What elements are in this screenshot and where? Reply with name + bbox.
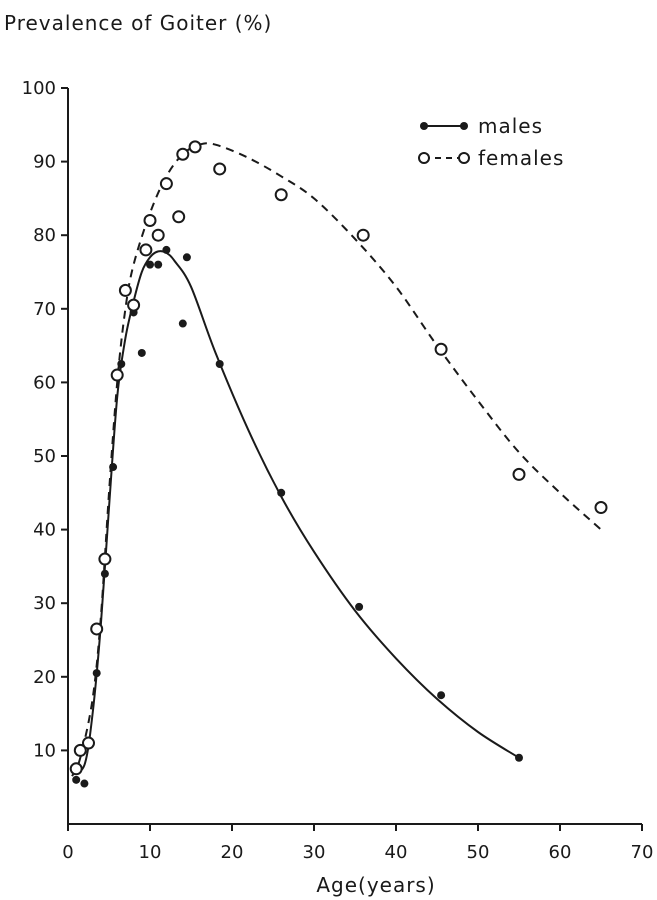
females-point — [356, 228, 370, 242]
x-tick-label: 60 — [549, 842, 572, 863]
y-tick-label: 20 — [33, 667, 56, 688]
females-point — [110, 368, 124, 382]
legend-females-marker — [458, 152, 470, 164]
females-point — [98, 552, 112, 566]
females-point — [172, 210, 186, 224]
males-point — [100, 569, 109, 578]
males-point — [80, 779, 89, 788]
females-point — [159, 177, 173, 191]
females-point — [139, 243, 153, 257]
x-axis-title: Age(years) — [316, 873, 435, 897]
y-tick-label: 40 — [33, 520, 56, 541]
legend-males-marker — [460, 122, 468, 130]
females-point — [151, 228, 165, 242]
females-point — [594, 501, 608, 515]
males-point — [215, 360, 224, 368]
males-point — [92, 669, 101, 678]
males-point — [72, 775, 81, 784]
legend-females-label: females — [478, 146, 564, 170]
females-point — [90, 622, 104, 636]
males-point — [154, 260, 163, 269]
y-tick-label: 100 — [22, 78, 56, 99]
females-point — [69, 762, 83, 776]
males-fit-curve — [71, 250, 520, 774]
males-point — [515, 753, 523, 762]
y-tick-label: 30 — [33, 593, 56, 614]
legend-females-marker — [418, 152, 430, 164]
females-point — [512, 467, 526, 481]
x-tick-label: 30 — [303, 842, 326, 863]
males-point — [182, 253, 191, 262]
females-point — [176, 147, 190, 161]
y-tick-label: 90 — [33, 152, 56, 173]
females-point — [127, 298, 141, 312]
males-point — [117, 360, 126, 368]
males-point — [277, 488, 286, 497]
females-point — [73, 743, 87, 757]
females-point — [434, 342, 448, 356]
x-tick-label: 0 — [62, 842, 73, 863]
x-tick-label: 20 — [221, 842, 244, 863]
males-point — [437, 691, 446, 700]
y-tick-label: 80 — [33, 225, 56, 246]
females-point — [274, 188, 288, 202]
females-point — [213, 162, 227, 176]
males-point — [355, 602, 364, 611]
females-point — [143, 213, 157, 227]
plot-area: 0 10 20 30 40 50 60 70 10 20 30 40 50 60 70 80 90 100 male… — [22, 78, 654, 863]
females-point — [188, 140, 202, 154]
y-tick-label: 50 — [33, 446, 56, 467]
females-point — [82, 736, 95, 750]
y-tick-label: 60 — [33, 372, 56, 393]
x-tick-label: 40 — [385, 842, 408, 863]
y-tick-label: 10 — [33, 740, 56, 761]
males-point — [178, 319, 187, 328]
males-point — [162, 245, 171, 254]
legend-males-label: males — [478, 114, 543, 138]
x-tick-label: 50 — [467, 842, 490, 863]
males-point — [109, 463, 118, 472]
y-tick-label: 70 — [33, 299, 56, 320]
females-point — [118, 283, 132, 297]
x-tick-label: 70 — [631, 842, 654, 863]
females-fit-curve — [71, 142, 602, 777]
legend-males-marker — [420, 122, 428, 130]
x-tick-label: 10 — [139, 842, 162, 863]
males-point — [137, 348, 146, 357]
y-axis-title: Prevalence of Goiter (%) — [4, 11, 272, 35]
males-point — [146, 260, 154, 269]
